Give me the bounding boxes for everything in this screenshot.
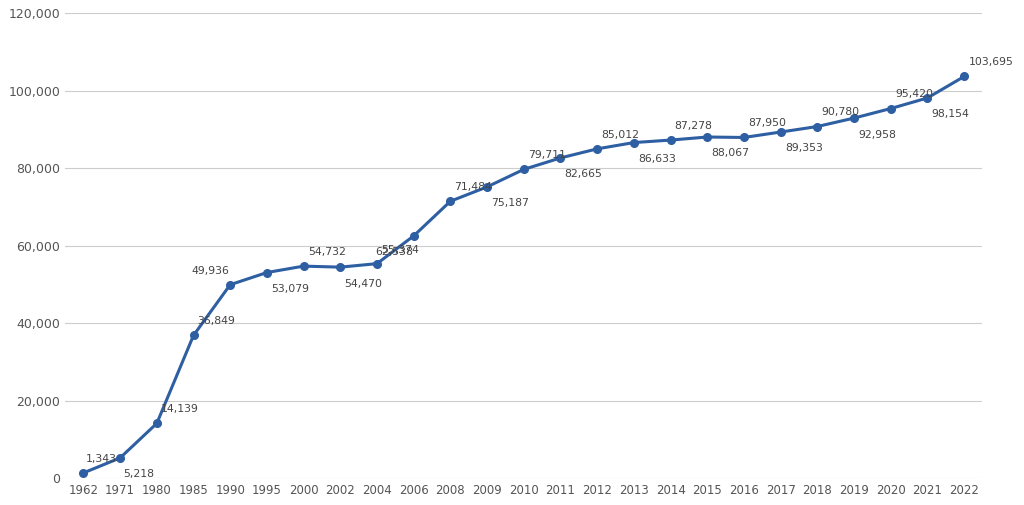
Text: 79,711: 79,711 — [528, 150, 566, 160]
Text: 82,665: 82,665 — [564, 169, 602, 179]
Text: 90,780: 90,780 — [821, 108, 860, 117]
Text: 103,695: 103,695 — [969, 58, 1013, 67]
Text: 54,470: 54,470 — [344, 279, 383, 288]
Text: 36,849: 36,849 — [198, 316, 236, 326]
Text: 87,950: 87,950 — [749, 118, 786, 128]
Text: 49,936: 49,936 — [191, 266, 229, 276]
Text: 86,633: 86,633 — [638, 154, 676, 164]
Text: 87,278: 87,278 — [675, 121, 713, 131]
Text: 88,067: 88,067 — [712, 148, 750, 159]
Text: 53,079: 53,079 — [271, 284, 309, 294]
Text: 71,484: 71,484 — [455, 182, 493, 192]
Text: 85,012: 85,012 — [601, 130, 639, 140]
Text: 1,343: 1,343 — [86, 454, 117, 464]
Text: 92,958: 92,958 — [858, 129, 896, 139]
Text: 98,154: 98,154 — [932, 110, 970, 119]
Text: 55,374: 55,374 — [381, 244, 419, 255]
Text: 54,732: 54,732 — [308, 247, 346, 257]
Text: 75,187: 75,187 — [492, 198, 529, 209]
Text: 5,218: 5,218 — [123, 469, 154, 479]
Text: 89,353: 89,353 — [784, 143, 822, 154]
Text: 95,420: 95,420 — [895, 89, 933, 99]
Text: 62,538: 62,538 — [375, 247, 413, 258]
Text: 14,139: 14,139 — [161, 404, 199, 414]
